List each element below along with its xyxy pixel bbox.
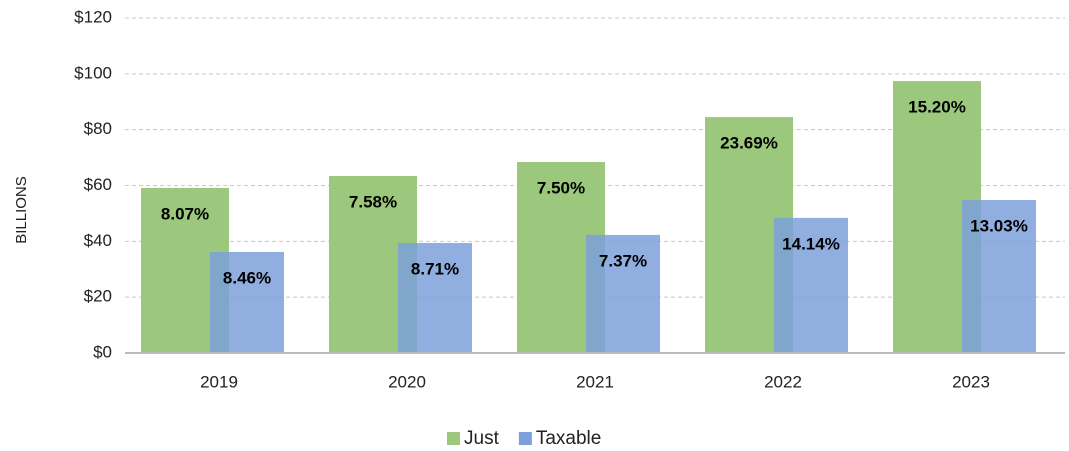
y-tick-label: $40 — [84, 231, 112, 250]
legend-swatch — [518, 432, 532, 445]
x-tick-label: 2019 — [200, 372, 238, 391]
y-tick-label: $120 — [74, 7, 112, 26]
y-tick-label: $20 — [84, 287, 112, 306]
bar-annotation: 23.69% — [720, 134, 778, 153]
y-axis-label: BILLIONS — [13, 176, 30, 244]
bar-annotation: 8.07% — [161, 204, 209, 223]
bar — [398, 243, 472, 353]
bar-annotation: 13.03% — [970, 217, 1028, 236]
bar-annotation: 7.50% — [537, 179, 585, 198]
y-tick-label: $60 — [84, 175, 112, 194]
legend-label: Just — [464, 428, 500, 449]
bar — [210, 251, 284, 353]
bar-annotation: 8.71% — [411, 259, 459, 278]
bar-annotation: 15.20% — [908, 98, 966, 117]
legend-label: Taxable — [536, 428, 602, 449]
bar-annotation: 7.58% — [349, 192, 397, 211]
y-tick-label: $100 — [74, 63, 112, 82]
y-tick-label: $0 — [93, 342, 112, 361]
x-tick-label: 2023 — [952, 372, 990, 391]
legend-swatch — [447, 432, 460, 445]
x-tick-label: 2021 — [576, 372, 614, 391]
y-tick-label: $80 — [84, 119, 112, 138]
bar-annotation: 8.46% — [223, 268, 271, 287]
bar — [774, 217, 848, 353]
bar — [586, 234, 660, 353]
x-tick-label: 2020 — [388, 372, 426, 391]
bar-annotation: 7.37% — [599, 251, 647, 270]
bar — [962, 200, 1036, 353]
x-tick-label: 2022 — [764, 372, 802, 391]
bar-annotation: 14.14% — [782, 234, 840, 253]
